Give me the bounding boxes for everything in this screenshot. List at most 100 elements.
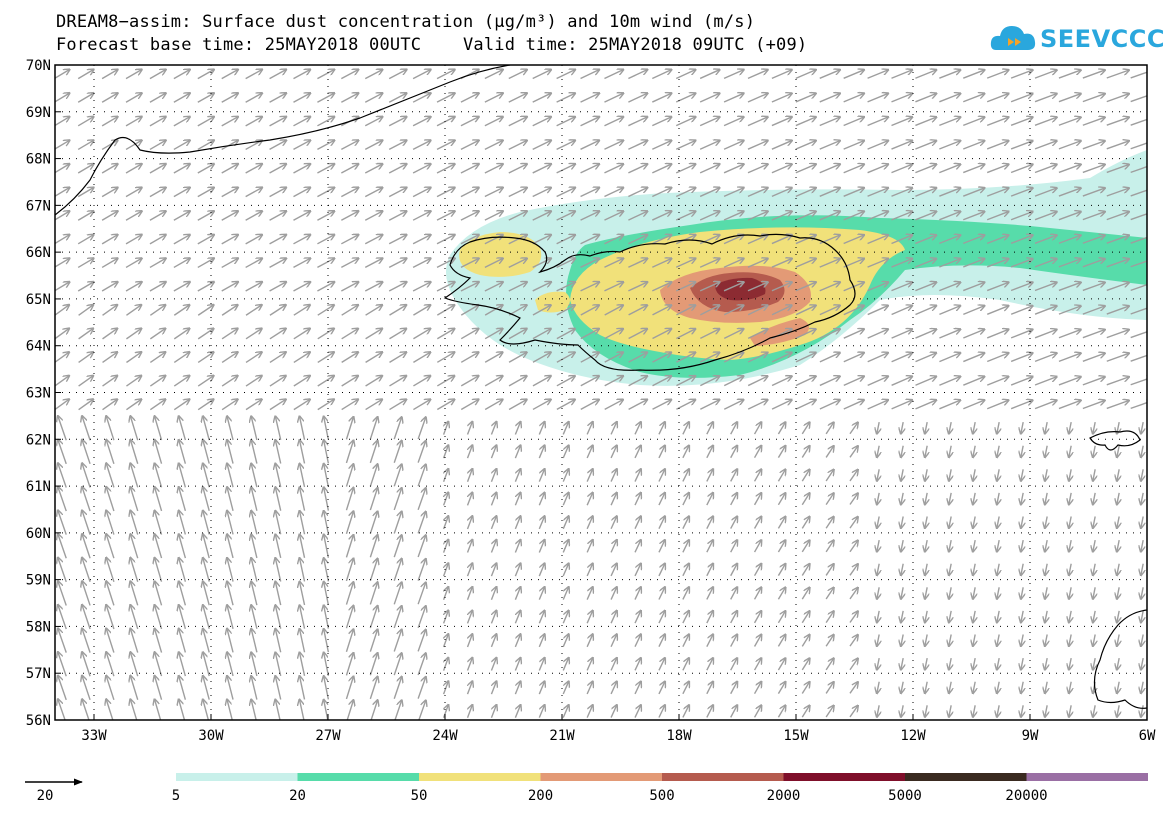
wind-arrow	[466, 563, 473, 577]
wind-arrow	[1034, 94, 1057, 103]
wind-arrow	[1141, 610, 1143, 623]
wind-arrow	[365, 305, 383, 316]
wind-arrow	[1045, 563, 1047, 576]
wind-arrow	[442, 657, 449, 671]
wind-arrow	[562, 516, 569, 530]
wind-arrow	[341, 258, 358, 269]
wind-arrow	[986, 329, 1009, 339]
wind-arrow	[173, 211, 190, 221]
wind-arrow	[299, 416, 306, 440]
wind-arrow	[1034, 70, 1057, 79]
wind-arrow	[1045, 587, 1047, 599]
wind-arrow	[801, 469, 809, 482]
wind-reference-label: 20	[37, 788, 54, 804]
wind-arrow	[747, 258, 768, 268]
wind-arrow	[963, 93, 984, 103]
wind-arrow	[275, 629, 282, 653]
wind-arrow	[901, 516, 903, 529]
wind-arrow	[341, 282, 358, 292]
wind-arrow	[197, 376, 214, 387]
wind-arrow	[460, 140, 479, 150]
wind-arrow	[1010, 164, 1033, 174]
colorbar-swatch	[297, 773, 419, 781]
wind-arrow	[269, 376, 286, 387]
wind-arrow	[1045, 634, 1047, 647]
wind-arrow	[154, 557, 163, 582]
wind-arrow	[1034, 282, 1057, 292]
wind-arrow	[393, 417, 402, 440]
wind-arrow	[699, 117, 720, 127]
wind-arrow	[986, 235, 1009, 245]
wind-arrow	[393, 629, 402, 652]
wind-arrow	[675, 117, 696, 127]
wind-arrow	[610, 658, 617, 671]
wind-arrow	[538, 469, 544, 482]
wind-arrow	[203, 676, 210, 700]
wind-arrow	[275, 676, 282, 700]
wind-arrow	[825, 469, 834, 482]
wind-arrow	[849, 493, 858, 505]
wind-arrow	[154, 628, 163, 653]
wind-arrow	[604, 376, 624, 387]
wind-arrow	[364, 211, 382, 221]
wind-arrow	[556, 258, 576, 268]
wind-arrow	[149, 399, 165, 411]
wind-arrow	[747, 117, 768, 127]
wind-arrow	[1010, 117, 1033, 126]
wind-arrow	[484, 352, 503, 363]
wind-arrow	[843, 376, 864, 387]
wind-arrow	[634, 422, 641, 435]
wind-arrow	[973, 563, 975, 576]
wind-arrow	[460, 305, 479, 316]
wind-arrow	[1069, 634, 1071, 647]
wind-arrow	[1093, 516, 1095, 529]
dust-concentration-shading	[446, 150, 1147, 386]
wind-arrow	[706, 516, 713, 529]
wind-arrow	[393, 676, 402, 699]
lon-tick-label: 6W	[1139, 728, 1156, 744]
wind-arrow	[1106, 235, 1129, 244]
wind-arrow	[747, 282, 768, 292]
wind-arrow	[508, 187, 527, 198]
wind-arrow	[364, 93, 382, 103]
dust-colorbar: 5 20 50 200 500 2000 5000 20000	[172, 773, 1148, 804]
wind-arrow	[652, 400, 672, 410]
wind-arrow	[345, 487, 353, 511]
wind-arrow	[203, 487, 210, 512]
wind-arrow	[197, 187, 214, 198]
wind-arrow	[1045, 445, 1047, 458]
wind-arrow	[227, 581, 234, 606]
wind-arrow	[299, 487, 306, 511]
wind-arrow	[221, 376, 238, 387]
wind-arrow	[106, 463, 115, 488]
wind-arrow	[973, 539, 975, 552]
wind-arrow	[78, 305, 94, 316]
wind-arrow	[973, 634, 975, 647]
wind-arrow	[364, 140, 382, 151]
wind-arrow	[77, 282, 94, 292]
wind-arrow	[867, 70, 889, 79]
wind-arrow	[466, 445, 473, 459]
wind-arrow	[939, 188, 960, 197]
wind-arrow	[442, 539, 449, 553]
wind-arrow	[801, 634, 809, 647]
wind-arrow	[345, 558, 353, 582]
wind-arrow	[747, 400, 768, 410]
wind-arrow	[939, 376, 960, 386]
wind-arrow	[939, 400, 960, 410]
colorbar-level-label: 5000	[888, 788, 922, 804]
wind-arrow	[490, 681, 496, 695]
wind-arrow	[125, 282, 142, 292]
wind-arrow	[436, 93, 455, 103]
wind-arrow	[819, 140, 841, 150]
wind-arrow	[532, 305, 551, 316]
wind-arrow	[610, 634, 617, 648]
lon-tick-label: 27W	[315, 728, 341, 744]
wind-arrow	[675, 211, 696, 221]
wind-arrow	[1117, 657, 1119, 670]
wind-arrow	[484, 305, 503, 316]
wind-arrow	[154, 510, 163, 535]
wind-arrow	[915, 353, 937, 363]
wind-arrow	[417, 582, 426, 605]
wind-arrow	[149, 235, 166, 245]
